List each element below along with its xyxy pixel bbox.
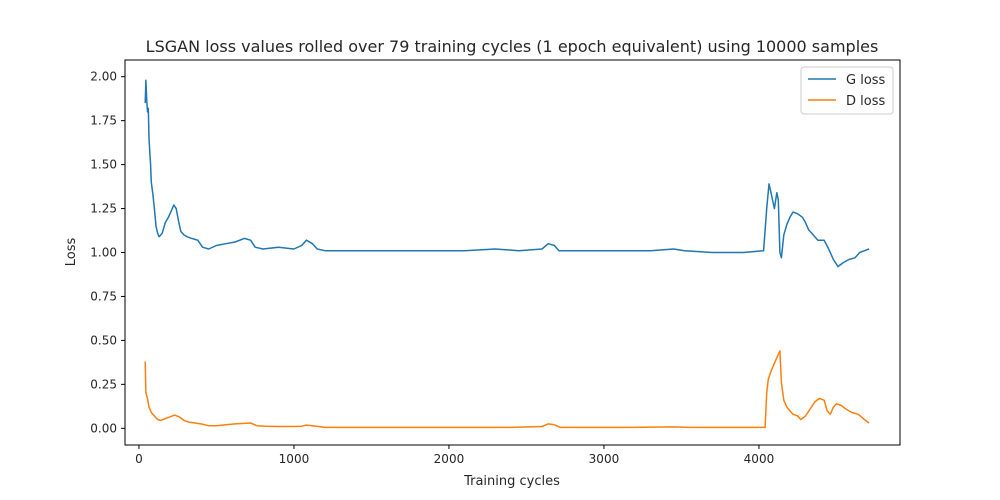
y-tick-label: 1.00 — [90, 246, 117, 260]
series-lines — [144, 79, 870, 429]
x-tick-label: 3000 — [589, 452, 620, 466]
x-tick-label: 1000 — [279, 452, 310, 466]
y-tick-label: 2.00 — [90, 70, 117, 84]
x-tick-label: 4000 — [744, 452, 775, 466]
y-axis: 0.00 0.25 0.50 0.75 1.00 1.25 1.50 1.75 2.00 — [90, 70, 125, 435]
legend-label-g-loss: G loss — [846, 73, 886, 88]
x-axis-label: Training cycles — [463, 474, 560, 489]
series-line-g-loss — [144, 79, 870, 268]
legend: G loss D loss — [800, 66, 894, 115]
x-tick-label: 2000 — [434, 452, 465, 466]
legend-label-d-loss: D loss — [846, 94, 885, 109]
y-tick-label: 0.25 — [90, 377, 117, 391]
y-tick-label: 0.50 — [90, 333, 117, 347]
y-tick-label: 1.75 — [90, 114, 117, 128]
chart-title: LSGAN loss values rolled over 79 trainin… — [146, 37, 879, 56]
y-tick-label: 1.25 — [90, 202, 117, 216]
y-tick-label: 1.50 — [90, 158, 117, 172]
series-line-d-loss — [144, 350, 870, 429]
y-axis-label: Loss — [64, 238, 79, 267]
x-tick-label: 0 — [135, 452, 143, 466]
y-tick-label: 0.00 — [90, 421, 117, 435]
y-tick-label: 0.75 — [90, 289, 117, 303]
x-axis: 0 1000 2000 3000 4000 — [135, 445, 774, 466]
